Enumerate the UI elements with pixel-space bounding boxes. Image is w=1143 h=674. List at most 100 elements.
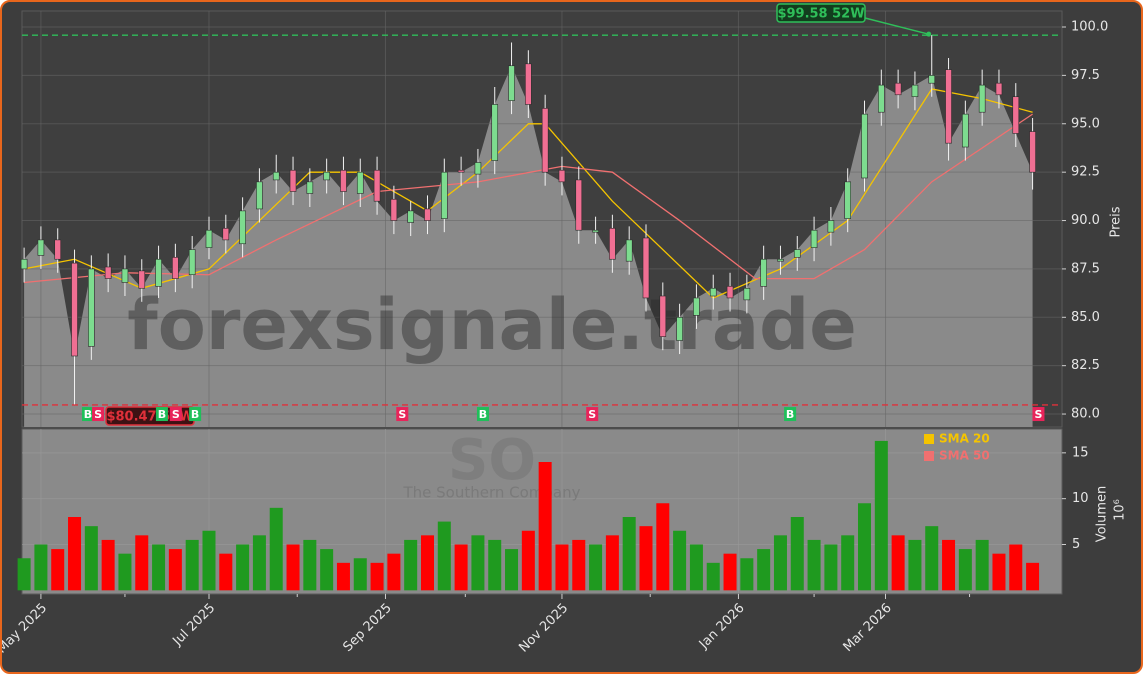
- volume-bar: [370, 562, 384, 591]
- volume-bar: [942, 539, 956, 591]
- candle-body: [541, 108, 549, 173]
- volume-bar: [101, 539, 115, 591]
- signal-marker: [1032, 407, 1045, 422]
- candle-body: [878, 84, 885, 113]
- volume-bar: [992, 553, 1006, 591]
- volume-bar: [219, 553, 233, 591]
- y-tick-label: 100.0: [1071, 20, 1108, 35]
- signal-marker: [586, 407, 599, 422]
- volume-bar: [555, 544, 569, 591]
- level-label-box: [776, 3, 866, 23]
- volume-bar: [689, 544, 703, 591]
- candle-body: [810, 229, 818, 248]
- level-arrow: [864, 17, 929, 35]
- candle-body: [441, 171, 448, 219]
- x-tick-label: Sep 2025: [341, 601, 395, 655]
- candle-body: [978, 84, 986, 113]
- volume-bar: [572, 539, 586, 591]
- signal-marker: [155, 407, 168, 422]
- candle-body: [172, 257, 179, 279]
- candle-body: [793, 249, 801, 258]
- legend-swatch: [924, 451, 934, 461]
- watermark: forexsignale.trade: [127, 284, 856, 366]
- volume-bar: [723, 553, 737, 591]
- y-tick-label: 97.5: [1071, 68, 1100, 83]
- legend-swatch: [924, 434, 934, 444]
- volume-bar: [521, 530, 535, 591]
- volume-bar: [68, 517, 82, 591]
- volume-bar: [505, 549, 519, 591]
- volume-bar: [740, 558, 754, 591]
- candle-body: [1012, 96, 1020, 134]
- y-tick-label: 92.5: [1071, 165, 1100, 180]
- candle-body: [760, 258, 767, 287]
- candle-body: [71, 262, 78, 357]
- candle-body: [356, 171, 364, 194]
- volume-bar: [1009, 544, 1023, 591]
- x-tick-label: Mar 2026: [841, 601, 895, 655]
- volume-bar: [488, 539, 502, 591]
- signal-label: B: [191, 408, 199, 421]
- volume-bar: [639, 526, 653, 591]
- candle-body: [592, 229, 599, 233]
- candle-body: [609, 227, 616, 260]
- volume-bar: [236, 544, 250, 591]
- volume-bar: [320, 549, 334, 591]
- y-tick-label: 80.0: [1071, 407, 1100, 422]
- volume-bar: [841, 535, 855, 591]
- y-tick-label: 5: [1072, 537, 1080, 552]
- candle-body: [558, 169, 566, 183]
- signal-label: S: [398, 408, 406, 421]
- volume-bar: [891, 535, 905, 591]
- volume-bar: [622, 517, 636, 591]
- volume-bar: [152, 544, 166, 591]
- volume-bar: [202, 530, 216, 591]
- candle-body: [928, 75, 936, 84]
- volume-bar: [17, 558, 31, 591]
- candle-body: [289, 169, 297, 192]
- volume-unit: 10⁶: [1113, 499, 1128, 521]
- candle-body: [323, 171, 330, 181]
- volume-bar: [34, 544, 48, 591]
- chart-title: SO: [448, 428, 536, 493]
- signal-label: S: [588, 408, 596, 421]
- candle-body: [373, 169, 381, 202]
- candle-body: [306, 181, 314, 194]
- candle-body: [205, 229, 213, 248]
- candle-body: [37, 239, 45, 256]
- volume-bar: [589, 544, 603, 591]
- legend-label: SMA 20: [939, 432, 990, 446]
- signal-label: B: [84, 408, 92, 421]
- volume-bar: [824, 544, 838, 591]
- volume-bar: [858, 503, 872, 591]
- candle-body: [962, 113, 969, 148]
- signal-label: S: [172, 408, 180, 421]
- volume-bar: [168, 549, 182, 591]
- candle-body: [390, 198, 398, 221]
- candle-body: [104, 266, 112, 279]
- candle-body: [945, 69, 952, 144]
- volume-bar: [387, 553, 401, 591]
- level-label: $99.58 52W: [777, 7, 864, 22]
- level-arrow-head: [926, 31, 932, 37]
- candle-body: [693, 297, 700, 316]
- candle-body: [844, 181, 851, 219]
- signal-marker: [189, 407, 202, 422]
- candle-body: [155, 258, 162, 287]
- volume-bar: [252, 535, 266, 591]
- volume-bar: [51, 549, 65, 591]
- volume-axis-label: Volumen: [1095, 486, 1110, 543]
- candle-body: [239, 210, 246, 245]
- candle-body: [508, 65, 515, 101]
- candle-body: [1029, 131, 1036, 173]
- candle-body: [407, 210, 414, 223]
- signal-label: B: [479, 408, 487, 421]
- signal-marker: [169, 407, 182, 422]
- volume-bar: [773, 535, 787, 591]
- candle-body: [894, 82, 902, 96]
- volume-bar: [353, 558, 367, 591]
- x-tick-label: Nov 2025: [516, 601, 571, 656]
- candle-body: [256, 181, 263, 210]
